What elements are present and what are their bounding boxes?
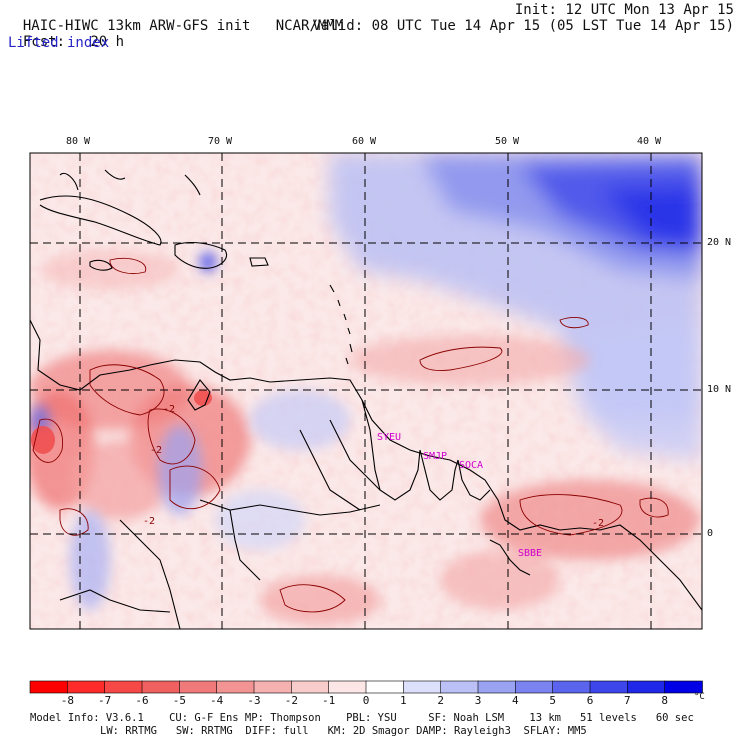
model-title: HAIC-HIWC 13km ARW-GFS init NCAR/MMM	[22, 18, 344, 34]
colorbar-swatch	[328, 680, 367, 694]
colorbar-tick-label: 7	[624, 694, 631, 707]
colorbar-swatch	[440, 680, 479, 694]
coastlines	[30, 169, 702, 629]
colorbar-swatch	[179, 680, 218, 694]
colorbar-tick-label: 2	[437, 694, 444, 707]
field-name: Lifted index	[8, 35, 110, 51]
lon-label-60w: 60 W	[352, 136, 377, 147]
station-label: SBBE	[518, 548, 543, 559]
shading-layer	[30, 153, 702, 629]
station-label: SMJP	[423, 451, 448, 462]
colorbar-tick-label: 1	[400, 694, 407, 707]
colorbar-tick-label: -4	[210, 694, 224, 707]
model-info-line2: LW: RRTMG SW: RRTMG DIFF: full KM: 2D Sm…	[100, 725, 587, 737]
colorbar-swatch	[552, 680, 591, 694]
colorbar-tick-label: -8	[60, 694, 74, 707]
contour-label: -2	[592, 518, 605, 529]
lon-label-50w: 50 W	[495, 136, 520, 147]
init-time: Init: 12 UTC Mon 13 Apr 15	[514, 2, 734, 18]
colorbar-tick-label: 4	[512, 694, 519, 707]
model-info-line1: Model Info: V3.6.1 CU: G-F Ens MP: Thomp…	[30, 712, 694, 724]
contours	[32, 257, 669, 613]
forecast-hour: Fcst: 20 h	[22, 34, 125, 50]
colorbar-tick-label: -1	[322, 694, 336, 707]
lon-label-80w: 80 W	[66, 136, 91, 147]
colorbar-tick-label: 8	[661, 694, 668, 707]
colorbar-swatch	[104, 680, 143, 694]
station-label: SYEU	[377, 432, 402, 443]
colorbar-unit: °C	[694, 692, 705, 702]
colorbar	[29, 680, 703, 694]
colorbar-tick-label: -2	[284, 694, 298, 707]
lon-label-70w: 70 W	[208, 136, 233, 147]
colorbar-swatch	[29, 680, 69, 694]
station-label: SOCA	[459, 460, 484, 471]
graticule	[30, 153, 702, 629]
colorbar-tick-label: 6	[586, 694, 594, 707]
colorbar-swatch	[216, 680, 255, 694]
colorbar-swatch	[627, 680, 666, 694]
colorbar-swatch	[253, 680, 293, 694]
colorbar-swatch	[589, 680, 629, 694]
colorbar-tick-label: -3	[247, 694, 261, 707]
colorbar-swatch	[291, 680, 330, 694]
contour-label: -2	[143, 516, 156, 527]
colorbar-swatch	[477, 680, 517, 694]
colorbar-swatch	[403, 680, 442, 694]
colorbar-tick-label: -6	[135, 694, 149, 707]
colorbar-tick-label: 3	[474, 694, 482, 707]
colorbar-swatch	[365, 680, 405, 694]
lat-label-20n: 20 N	[707, 237, 732, 248]
colorbar-swatch	[664, 680, 703, 694]
colorbar-tick-label: 5	[549, 694, 556, 707]
valid-time: Valid: 08 UTC Tue 14 Apr 15 (05 LST Tue …	[312, 18, 734, 34]
lat-label-0: 0	[707, 528, 714, 539]
colorbar-tick-label: -5	[172, 694, 186, 707]
colorbar-swatch	[141, 680, 181, 694]
lon-label-40w: 40 W	[637, 136, 662, 147]
lat-label-10n: 10 N	[707, 384, 732, 395]
map-frame	[29, 152, 703, 630]
colorbar-swatch	[67, 680, 106, 694]
colorbar-tick-label: -7	[98, 694, 112, 707]
contour-label: -2	[150, 445, 163, 456]
colorbar-tick-label: 0	[362, 694, 370, 707]
colorbar-swatch	[515, 680, 554, 694]
contour-label: -2	[163, 404, 176, 415]
